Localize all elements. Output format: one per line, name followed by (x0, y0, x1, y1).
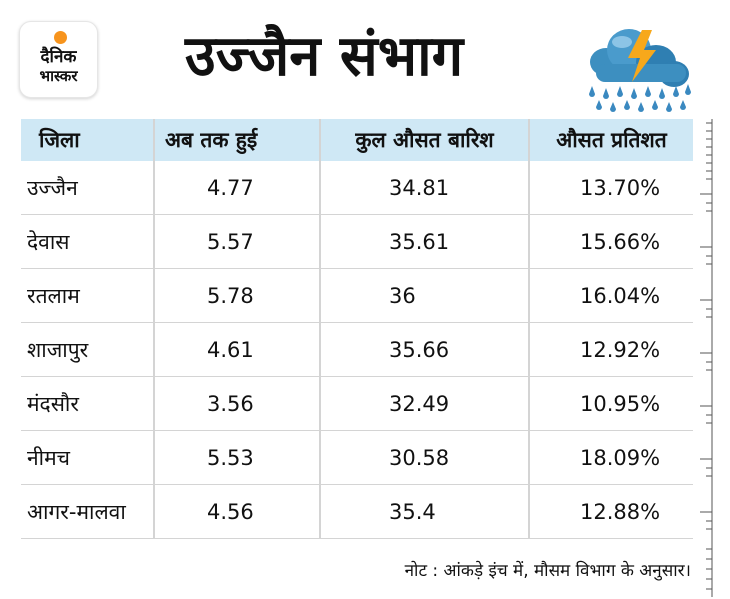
cell-total-average: 35.4 (319, 484, 529, 539)
cell-average-percent: 12.92% (528, 322, 693, 377)
table-row: शाजापुर 4.61 35.66 12.92% (21, 322, 693, 377)
cell-rain-so-far: 4.61 (153, 322, 320, 377)
storm-cloud-rain-icon (589, 29, 691, 112)
cell-average-percent: 13.70% (528, 161, 693, 215)
table-row: देवास 5.57 35.61 15.66% (21, 214, 693, 269)
cell-average-percent: 12.88% (528, 484, 693, 539)
header-district: जिला (21, 119, 154, 161)
cell-rain-so-far: 3.56 (153, 376, 320, 431)
rain-drops (589, 84, 691, 112)
cell-district: मंदसौर (21, 376, 154, 431)
footnote: नोट : आंकड़े इंच में, मौसम विभाग के अनुस… (404, 561, 691, 581)
table-row: रतलाम 5.78 36 16.04% (21, 268, 693, 323)
cell-average-percent: 16.04% (528, 268, 693, 323)
cell-total-average: 35.66 (319, 322, 529, 377)
header-average-percent: औसत प्रतिशत (528, 119, 693, 161)
cell-total-average: 35.61 (319, 214, 529, 269)
logo-sun-dot (54, 31, 67, 44)
table-row: मंदसौर 3.56 32.49 10.95% (21, 376, 693, 431)
cell-average-percent: 18.09% (528, 430, 693, 485)
page-title: उज्जैन संभाग (185, 24, 464, 89)
cell-total-average: 36 (319, 268, 529, 323)
cell-rain-so-far: 5.57 (153, 214, 320, 269)
cell-rain-so-far: 5.78 (153, 268, 320, 323)
cell-rain-so-far: 4.56 (153, 484, 320, 539)
rainfall-table: जिला अब तक हुई कुल औसत बारिश औसत प्रतिशत… (21, 119, 693, 539)
decorative-ruler (700, 119, 713, 597)
cell-district: रतलाम (21, 268, 154, 323)
ruler-ticks (700, 122, 712, 590)
cell-district: नीमच (21, 430, 154, 485)
table-row: उज्जैन 4.77 34.81 13.70% (21, 161, 693, 215)
cell-rain-so-far: 4.77 (153, 161, 320, 215)
cell-total-average: 32.49 (319, 376, 529, 431)
cell-district: उज्जैन (21, 161, 154, 215)
header-total-average: कुल औसत बारिश (319, 119, 529, 161)
table-header-row: जिला अब तक हुई कुल औसत बारिश औसत प्रतिशत (21, 119, 693, 161)
cell-rain-so-far: 5.53 (153, 430, 320, 485)
logo-line-2: भास्कर (39, 67, 78, 85)
cell-average-percent: 15.66% (528, 214, 693, 269)
cell-district: देवास (21, 214, 154, 269)
cell-total-average: 30.58 (319, 430, 529, 485)
dainik-bhaskar-logo: दैनिक भास्कर (19, 21, 98, 98)
table-row: नीमच 5.53 30.58 18.09% (21, 430, 693, 485)
cell-total-average: 34.81 (319, 161, 529, 215)
table-row: आगर-मालवा 4.56 35.4 12.88% (21, 484, 693, 539)
cell-average-percent: 10.95% (528, 376, 693, 431)
cell-district: शाजापुर (21, 322, 154, 377)
header-rain-so-far: अब तक हुई (153, 119, 320, 161)
logo-line-1: दैनिक (40, 47, 77, 67)
lightning-bolt (628, 30, 656, 82)
cell-district: आगर-मालवा (21, 484, 154, 539)
